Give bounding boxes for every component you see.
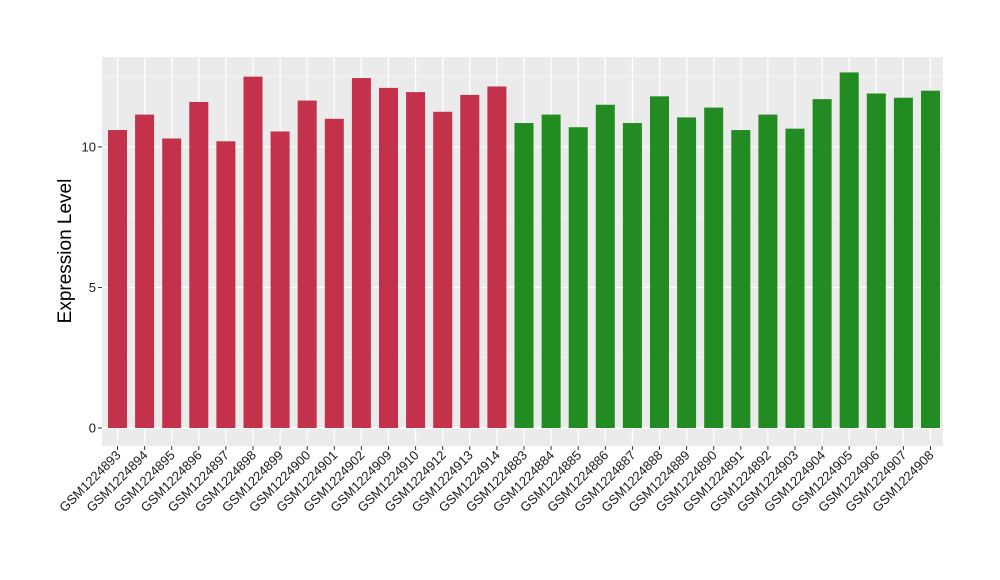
bar-GSM1224883 bbox=[514, 123, 534, 428]
bar-GSM1224907 bbox=[893, 97, 913, 428]
y-tick-label: 0 bbox=[89, 421, 96, 436]
bar-GSM1224914 bbox=[487, 86, 507, 429]
bar-GSM1224891 bbox=[731, 130, 751, 428]
bar-GSM1224903 bbox=[785, 128, 805, 428]
bar-GSM1224884 bbox=[541, 114, 561, 428]
bar-GSM1224912 bbox=[433, 111, 453, 428]
bar-GSM1224885 bbox=[568, 127, 588, 429]
bar-GSM1224895 bbox=[162, 138, 182, 428]
bar-GSM1224897 bbox=[216, 141, 236, 428]
y-tick-label: 10 bbox=[82, 139, 96, 154]
bar-GSM1224904 bbox=[812, 99, 832, 428]
bar-GSM1224894 bbox=[135, 114, 155, 428]
bar-GSM1224905 bbox=[839, 72, 859, 428]
bar-GSM1224906 bbox=[866, 93, 886, 428]
bar-GSM1224887 bbox=[622, 123, 642, 428]
bar-GSM1224886 bbox=[595, 104, 615, 428]
bar-GSM1224910 bbox=[406, 92, 426, 429]
bar-GSM1224901 bbox=[324, 118, 344, 428]
bar-GSM1224913 bbox=[460, 94, 480, 429]
bar-GSM1224902 bbox=[351, 78, 371, 429]
y-axis: 0 5 10 bbox=[82, 139, 102, 436]
bar-GSM1224892 bbox=[758, 114, 778, 428]
bar-GSM1224909 bbox=[379, 87, 398, 428]
bar-GSM1224908 bbox=[921, 90, 940, 429]
bar-GSM1224899 bbox=[270, 131, 290, 428]
bar-GSM1224888 bbox=[650, 96, 669, 428]
bar-GSM1224900 bbox=[297, 100, 317, 429]
bar-GSM1224889 bbox=[677, 117, 697, 429]
y-axis-title: Expression Level bbox=[55, 179, 76, 324]
y-tick-label: 5 bbox=[89, 280, 96, 295]
bar-GSM1224898 bbox=[243, 76, 263, 428]
x-axis: GSM1224893GSM1224894GSM1224895GSM1224896… bbox=[56, 446, 937, 515]
bar-GSM1224893 bbox=[108, 130, 127, 428]
bar-GSM1224890 bbox=[704, 107, 724, 428]
bars bbox=[108, 72, 940, 429]
bar-GSM1224896 bbox=[189, 101, 209, 428]
